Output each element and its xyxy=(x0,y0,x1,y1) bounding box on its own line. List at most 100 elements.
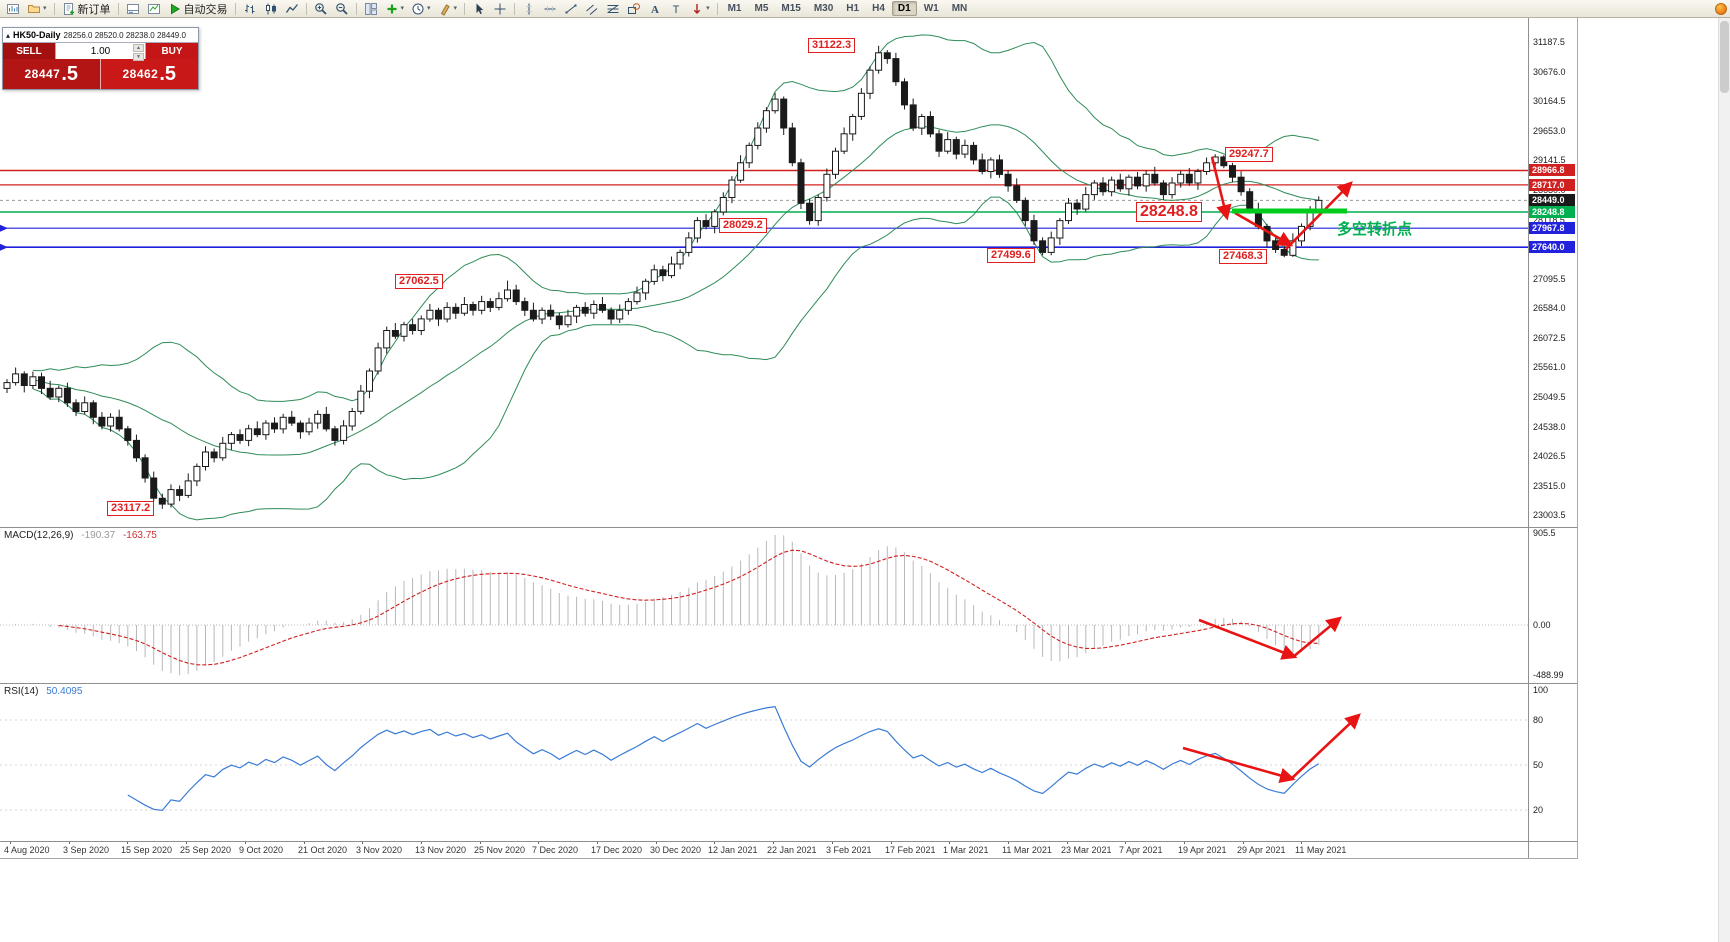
buy-button[interactable]: BUY xyxy=(146,43,198,59)
date-label: 11 Mar 2021 xyxy=(1002,845,1052,855)
horizontal-line-tool-button[interactable] xyxy=(540,1,560,17)
rsi-panel[interactable] xyxy=(0,683,1528,841)
date-label: 23 Mar 2021 xyxy=(1061,845,1112,855)
bar-chart-mode-button[interactable] xyxy=(240,1,260,17)
macd-axis-label: 0.00 xyxy=(1533,620,1551,630)
vertical-line-tool-button[interactable] xyxy=(519,1,539,17)
bars-icon xyxy=(244,4,255,13)
timeframe-mn-button[interactable]: MN xyxy=(946,1,974,16)
zoom-out-button[interactable] xyxy=(332,1,352,17)
date-tick xyxy=(1243,841,1244,844)
date-tick xyxy=(714,841,715,844)
symbol-label: HK50-Daily xyxy=(13,30,61,40)
candle xyxy=(832,150,839,175)
macd-main-value: -190.37 xyxy=(81,530,116,541)
volume-up-icon[interactable]: ▲ xyxy=(133,44,144,52)
price-chart[interactable] xyxy=(0,18,1528,527)
sell-button[interactable]: SELL xyxy=(3,43,55,59)
candle xyxy=(1203,162,1211,173)
candle xyxy=(961,144,969,155)
svg-text:A: A xyxy=(651,4,659,16)
macd-separator[interactable] xyxy=(0,527,1578,528)
crosshair-tool-button[interactable] xyxy=(490,1,510,17)
candle xyxy=(227,434,235,444)
buy-price[interactable]: 28462 .5 xyxy=(100,59,198,89)
rsi-separator[interactable] xyxy=(0,683,1578,684)
candle xyxy=(754,127,762,146)
timeframe-h1-button[interactable]: H1 xyxy=(840,1,865,16)
rsi-axis-label: 50 xyxy=(1533,760,1544,770)
toolbar-separator xyxy=(716,2,718,15)
candle xyxy=(857,92,865,117)
candle xyxy=(236,434,244,441)
sell-price[interactable]: 28447 .5 xyxy=(3,59,101,89)
volume-stepper[interactable]: 1.00 ▲ ▼ xyxy=(55,43,146,61)
date-label: 25 Nov 2020 xyxy=(474,845,526,855)
new-order-icon xyxy=(63,2,74,15)
shapes-tool-button[interactable] xyxy=(624,1,644,17)
tile-windows-button[interactable] xyxy=(361,1,381,17)
cursor-tool-button[interactable] xyxy=(469,1,489,17)
candle xyxy=(814,197,822,222)
fibonacci-tool-button[interactable] xyxy=(603,1,623,17)
candle xyxy=(12,373,20,384)
vertical-scrollbar[interactable] xyxy=(1718,18,1730,942)
new-chart-button[interactable] xyxy=(3,1,23,17)
zoom-out-icon xyxy=(335,2,348,15)
candle xyxy=(1306,211,1314,227)
macd-panel[interactable] xyxy=(0,527,1528,683)
label-tool-button[interactable]: T xyxy=(666,1,686,17)
timeframe-w1-button[interactable]: W1 xyxy=(918,1,945,16)
toolbar-separator xyxy=(305,2,307,15)
price-axis-label: 31187.5 xyxy=(1533,37,1565,47)
volume-down-icon[interactable]: ▼ xyxy=(133,53,144,61)
strategy-tester-button[interactable] xyxy=(144,1,164,17)
scrollbar-thumb[interactable] xyxy=(1720,21,1729,93)
timeframe-m1-button[interactable]: M1 xyxy=(722,1,748,16)
price-marker: 27640.0 xyxy=(1529,241,1575,253)
dropdown-caret-icon: ▾ xyxy=(453,4,458,12)
terminal-window-button[interactable] xyxy=(123,1,143,17)
date-tick xyxy=(10,841,11,844)
date-tick xyxy=(480,841,481,844)
templates-button[interactable]: ▾ xyxy=(435,1,461,17)
arrows-tool-button[interactable]: ▾ xyxy=(687,1,713,17)
candle xyxy=(1177,173,1185,184)
new-order-button[interactable]: 新订单 xyxy=(59,1,114,17)
community-status-icon[interactable] xyxy=(1715,2,1727,15)
line-chart-mode-button[interactable] xyxy=(282,1,302,17)
time-axis[interactable]: 4 Aug 2020 3 Sep 2020 15 Sep 2020 25 Sep 20… xyxy=(0,841,1578,858)
timeframe-m5-button[interactable]: M5 xyxy=(748,1,774,16)
trendline-tool-button[interactable] xyxy=(561,1,581,17)
candle xyxy=(1220,156,1228,167)
date-label: 19 Apr 2021 xyxy=(1178,845,1227,855)
timeframe-m30-button[interactable]: M30 xyxy=(808,1,839,16)
channel-tool-button[interactable] xyxy=(582,1,602,17)
candle xyxy=(952,139,960,155)
candle xyxy=(875,52,883,71)
candle xyxy=(417,318,425,331)
candle xyxy=(840,133,848,152)
date-label: 3 Sep 2020 xyxy=(63,845,110,855)
chart-profiles-button[interactable]: ▾ xyxy=(24,1,50,17)
candle xyxy=(1021,199,1029,222)
candle xyxy=(357,390,365,412)
periods-button[interactable]: ▾ xyxy=(408,1,434,17)
buy-price-int: 28462 xyxy=(122,67,159,81)
candle xyxy=(495,298,503,308)
price-axis-label: 30676.0 xyxy=(1533,67,1566,77)
candle xyxy=(987,159,995,172)
timeframe-m15-button[interactable]: M15 xyxy=(775,1,806,16)
candle xyxy=(245,428,253,441)
candle xyxy=(1116,179,1124,190)
indicators-list-button[interactable]: ▾ xyxy=(382,1,408,17)
macd-axis-label: -488.99 xyxy=(1533,670,1564,680)
autotrading-button[interactable]: 自动交易 xyxy=(165,1,231,17)
timeframe-h4-button[interactable]: H4 xyxy=(866,1,891,16)
zoom-in-button[interactable] xyxy=(311,1,331,17)
candle xyxy=(469,304,477,311)
timeframe-d1-button[interactable]: D1 xyxy=(891,1,917,16)
candle xyxy=(486,301,494,308)
candlestick-mode-button[interactable] xyxy=(261,1,281,17)
text-tool-button[interactable]: A xyxy=(645,1,665,17)
